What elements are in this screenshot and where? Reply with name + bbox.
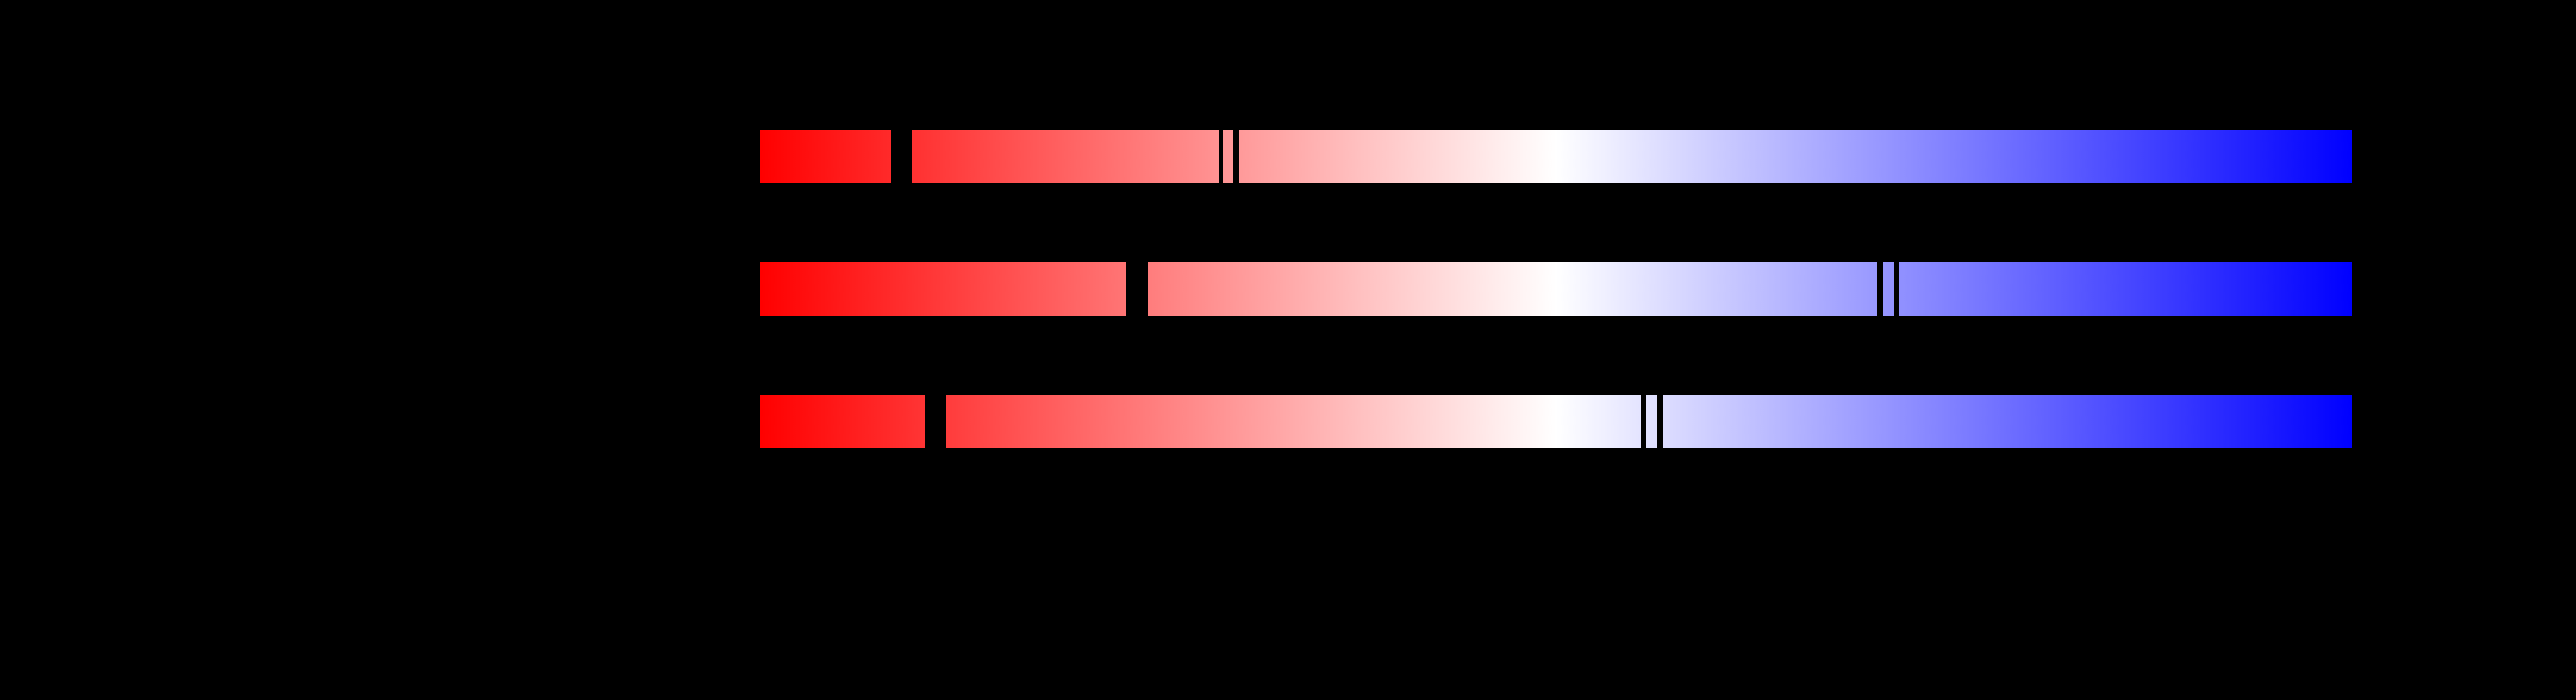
gradient-strip-strip-3	[760, 395, 2352, 448]
thin-tick-marker	[1641, 395, 1646, 448]
thin-tick-marker	[1877, 262, 1883, 316]
thin-tick-marker	[1894, 262, 1899, 316]
thin-tick-marker	[1219, 130, 1223, 183]
gradient-strip-strip-2	[760, 262, 2352, 316]
thin-tick-marker	[1233, 130, 1239, 183]
thick-tick-marker	[891, 130, 912, 183]
thin-tick-marker	[1657, 395, 1663, 448]
gradient-strip-strip-1	[760, 130, 2352, 183]
thick-tick-marker	[925, 395, 946, 448]
thick-tick-marker	[1126, 262, 1148, 316]
